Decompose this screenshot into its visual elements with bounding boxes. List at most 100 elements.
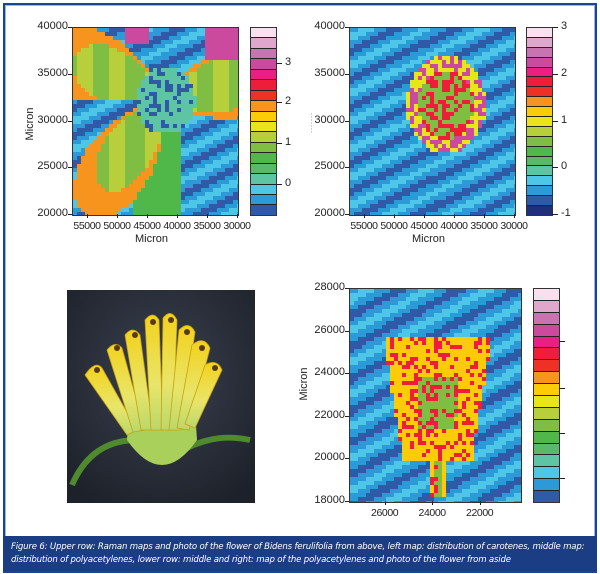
heatmap-cell — [514, 329, 518, 333]
heatmap-cell — [394, 68, 398, 72]
heatmap-cell — [402, 212, 406, 215]
heatmap-cell — [458, 112, 462, 116]
heatmap-cell — [205, 124, 209, 128]
heatmap-cell — [362, 333, 366, 337]
heatmap-cell — [141, 212, 145, 215]
heatmap-cell — [402, 120, 406, 124]
heatmap-cell — [506, 200, 510, 204]
heatmap-cell — [189, 132, 193, 136]
heatmap-cell — [374, 96, 378, 100]
heatmap-cell — [466, 120, 470, 124]
heatmap-cell — [378, 76, 382, 80]
heatmap-cell — [466, 92, 470, 96]
heatmap-cell — [462, 96, 466, 100]
colorbar-tick-label: 1 — [561, 113, 568, 126]
heatmap-cell — [446, 176, 450, 180]
heatmap-cell — [458, 333, 462, 337]
heatmap-cell — [458, 345, 462, 349]
heatmap-cell — [358, 100, 362, 104]
heatmap-cell — [113, 140, 117, 144]
heatmap-cell — [378, 68, 382, 72]
heatmap-cell — [490, 172, 494, 176]
y-tick-mark — [345, 120, 349, 122]
heatmap-cell — [498, 289, 502, 293]
heatmap-cell — [177, 100, 181, 104]
heatmap-cell — [398, 204, 402, 208]
heatmap-cell — [161, 148, 165, 152]
heatmap-cell — [350, 192, 354, 196]
heatmap-cell — [165, 92, 169, 96]
heatmap-cell — [418, 112, 422, 116]
heatmap-cell — [430, 341, 434, 345]
heatmap-cell — [197, 88, 201, 92]
heatmap-cell — [121, 112, 125, 116]
heatmap-cell — [97, 124, 101, 128]
heatmap-cell — [185, 36, 189, 40]
heatmap-cell — [410, 329, 414, 333]
heatmap-cell — [161, 88, 165, 92]
colorbar-swatch — [527, 135, 552, 146]
heatmap-cell — [470, 120, 474, 124]
heatmap-cell — [442, 313, 446, 317]
heatmap-cell — [145, 128, 149, 132]
heatmap-cell — [378, 357, 382, 361]
heatmap-cell — [149, 48, 153, 52]
heatmap-cell — [470, 36, 474, 40]
heatmap-cell — [358, 196, 362, 200]
heatmap-cell — [422, 80, 426, 84]
heatmap-cell — [454, 88, 458, 92]
heatmap-cell — [97, 160, 101, 164]
heatmap-cell — [446, 349, 450, 353]
heatmap-cell — [410, 144, 414, 148]
heatmap-cell — [418, 152, 422, 156]
heatmap-cell — [458, 36, 462, 40]
y-tick-label: 22000 — [314, 408, 345, 421]
heatmap-cell — [486, 124, 490, 128]
heatmap-cell — [117, 144, 121, 148]
heatmap-cell — [414, 148, 418, 152]
heatmap-cell — [145, 44, 149, 48]
heatmap-cell — [478, 152, 482, 156]
heatmap-cell — [93, 72, 97, 76]
heatmap-cell — [454, 52, 458, 56]
heatmap-cell — [213, 44, 217, 48]
heatmap-cell — [193, 52, 197, 56]
heatmap-cell — [189, 56, 193, 60]
heatmap-cell — [422, 144, 426, 148]
heatmap-cell — [181, 204, 185, 208]
heatmap-cell — [77, 176, 81, 180]
heatmap-cell — [498, 208, 502, 212]
heatmap-cell — [165, 208, 169, 212]
heatmap-cell — [374, 80, 378, 84]
heatmap-cell — [97, 176, 101, 180]
heatmap-cell — [506, 64, 510, 68]
heatmap-cell — [137, 176, 141, 180]
heatmap-cell — [133, 144, 137, 148]
heatmap-cell — [394, 293, 398, 297]
heatmap-cell — [418, 32, 422, 36]
heatmap-cell — [422, 168, 426, 172]
heatmap-cell — [506, 349, 510, 353]
heatmap-cell — [137, 32, 141, 36]
heatmap-cell — [466, 188, 470, 192]
heatmap-cell — [177, 180, 181, 184]
heatmap-cell — [221, 148, 225, 152]
heatmap-cell — [374, 112, 378, 116]
heatmap-cell — [370, 309, 374, 313]
heatmap-cell — [81, 124, 85, 128]
heatmap-cell — [374, 84, 378, 88]
heatmap-cell — [109, 48, 113, 52]
heatmap-cell — [430, 132, 434, 136]
heatmap-cell — [233, 48, 237, 52]
heatmap-cell — [506, 96, 510, 100]
heatmap-cell — [498, 44, 502, 48]
heatmap-cell — [514, 148, 515, 152]
heatmap-cell — [382, 313, 386, 317]
heatmap-cell — [161, 172, 165, 176]
heatmap-cell — [450, 200, 454, 204]
heatmap-cell — [201, 156, 205, 160]
heatmap-cell — [386, 76, 390, 80]
heatmap-cell — [73, 68, 77, 72]
heatmap-cell — [105, 184, 109, 188]
heatmap-cell — [406, 345, 410, 349]
